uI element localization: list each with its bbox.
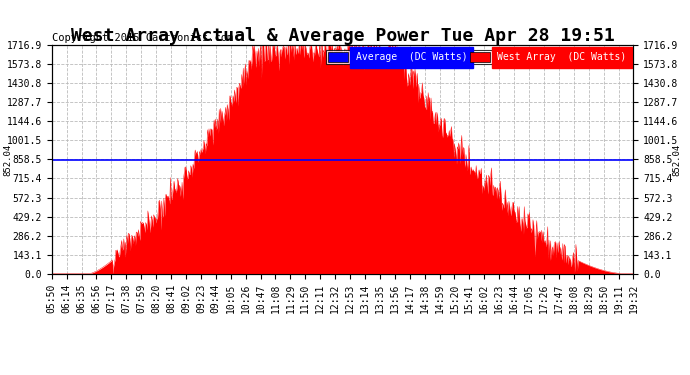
Text: 852.04: 852.04 [672, 144, 681, 176]
Text: Copyright 2015 Cartronics.com: Copyright 2015 Cartronics.com [52, 33, 233, 43]
Title: West Array Actual & Average Power Tue Apr 28 19:51: West Array Actual & Average Power Tue Ap… [70, 27, 615, 45]
Text: 852.04: 852.04 [4, 144, 13, 176]
Legend: Average  (DC Watts), West Array  (DC Watts): Average (DC Watts), West Array (DC Watts… [326, 50, 629, 64]
